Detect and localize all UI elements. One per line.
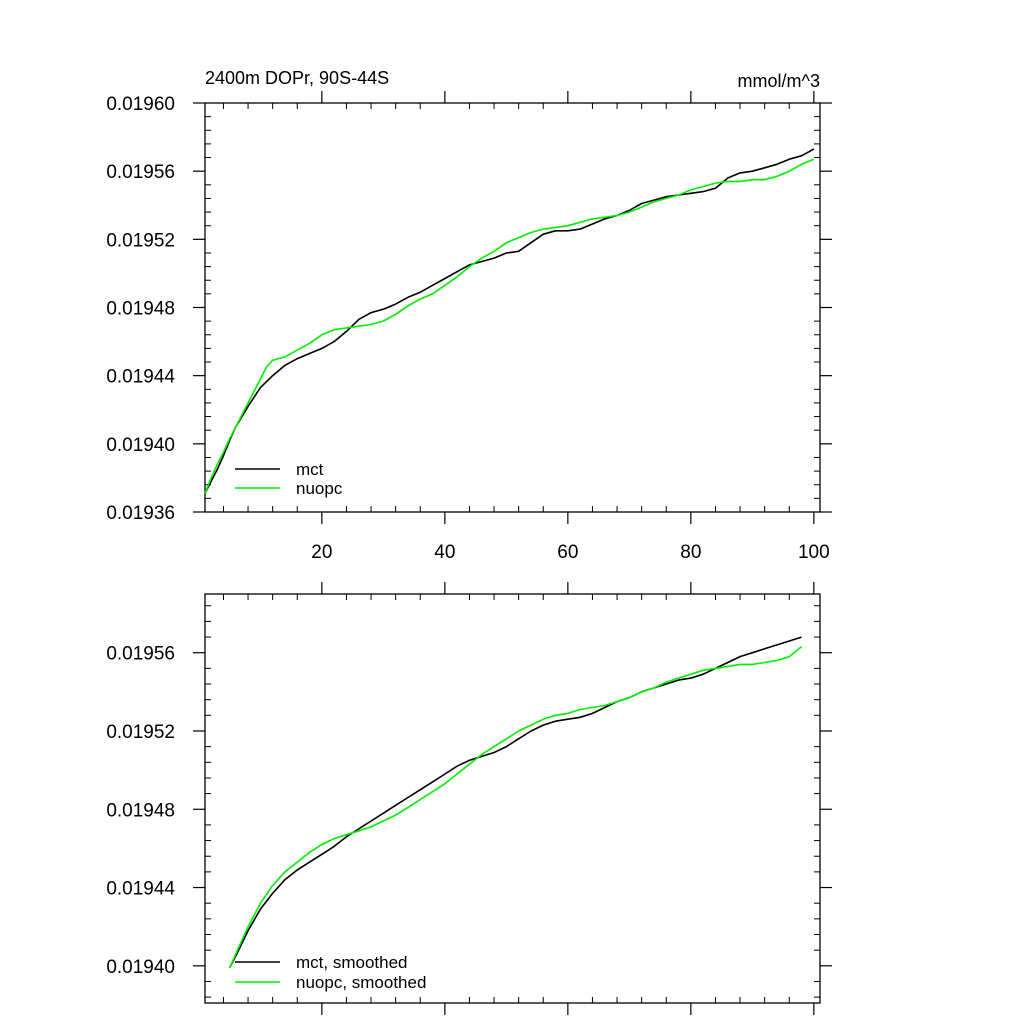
y-tick-label: 0.01940 [106, 957, 175, 978]
y-tick-label: 0.01936 [106, 503, 175, 524]
series-line-mct-smoothed [228, 636, 802, 969]
x-tick-label: 60 [557, 542, 578, 563]
y-tick-label: 0.01940 [106, 435, 175, 456]
series-line-nuopc [204, 158, 815, 494]
series-line-mct [204, 148, 815, 494]
x-tick-label: 20 [311, 542, 332, 563]
x-tick-label: 40 [434, 542, 455, 563]
legend-label: nuopc [296, 479, 343, 498]
x-tick-label: 100 [798, 542, 830, 563]
plot-frame-2 [204, 593, 821, 1004]
plot-frame-1 [204, 102, 821, 513]
y-tick-label: 0.01952 [106, 230, 175, 251]
y-tick-label: 0.01956 [106, 644, 175, 665]
legend-label: nuopc, smoothed [296, 973, 426, 992]
y-tick-label: 0.01948 [106, 800, 175, 821]
y-tick-label: 0.01944 [106, 367, 175, 388]
chart-title: 2400m DOPr, 90S-44S [205, 68, 389, 88]
y-tick-label: 0.01960 [106, 94, 175, 115]
series-line-nuopc-smoothed [228, 646, 803, 969]
y-tick-label: 0.01944 [106, 879, 175, 900]
legend-label: mct, smoothed [296, 953, 408, 972]
chart-units: mmol/m^3 [738, 71, 820, 91]
y-tick-label: 0.01948 [106, 299, 175, 320]
y-tick-label: 0.01956 [106, 162, 175, 183]
y-tick-label: 0.01952 [106, 722, 175, 743]
legend-label: mct [296, 460, 324, 479]
x-tick-label: 80 [680, 542, 701, 563]
